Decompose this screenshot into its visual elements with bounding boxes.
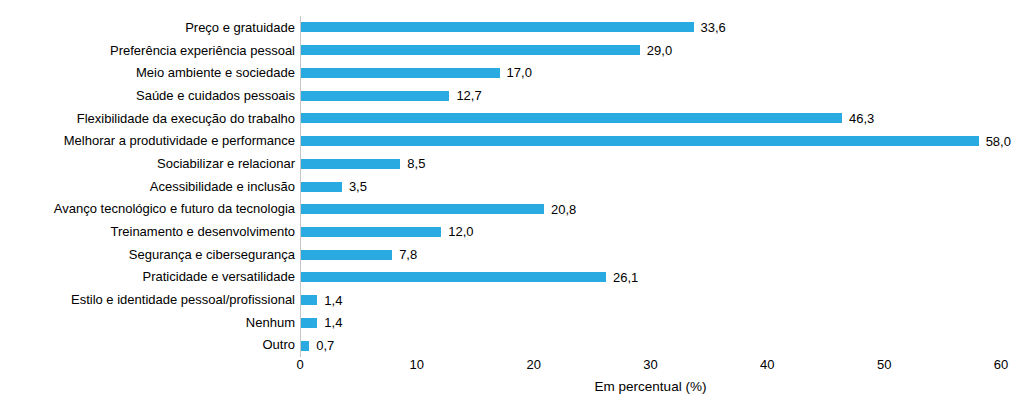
x-tick-label: 10 — [410, 358, 424, 371]
bar — [301, 91, 449, 101]
value-label: 3,5 — [349, 180, 367, 193]
category-label: Segurança e cibersegurança — [0, 243, 295, 266]
bar — [301, 318, 317, 328]
bar — [301, 295, 317, 305]
bar — [301, 22, 694, 32]
bar-row: 7,8 — [301, 243, 1002, 266]
bar-row: 58,0 — [301, 130, 1002, 153]
bar — [301, 272, 606, 282]
bar — [301, 136, 979, 146]
bar — [301, 341, 309, 351]
bar — [301, 68, 500, 78]
category-label: Meio ambiente e sociedade — [0, 61, 295, 84]
bar — [301, 250, 392, 260]
bar-row: 29,0 — [301, 39, 1002, 62]
bar-row: 1,4 — [301, 312, 1002, 335]
value-label: 12,0 — [448, 225, 473, 238]
category-label: Estilo e identidade pessoal/profissional — [0, 288, 295, 311]
bar-chart: Preço e gratuidadePreferência experiênci… — [0, 0, 1024, 420]
bar-row: 8,5 — [301, 152, 1002, 175]
category-label: Preferência experiência pessoal — [0, 39, 295, 62]
value-label: 20,8 — [551, 203, 576, 216]
bar — [301, 159, 400, 169]
value-label: 58,0 — [986, 135, 1011, 148]
bar — [301, 227, 441, 237]
category-label: Acessibilidade e inclusão — [0, 175, 295, 198]
bar-row: 20,8 — [301, 198, 1002, 221]
x-tick-label: 60 — [994, 358, 1008, 371]
value-label: 29,0 — [647, 44, 672, 57]
category-labels: Preço e gratuidadePreferência experiênci… — [0, 16, 295, 356]
bar-row: 33,6 — [301, 16, 1002, 39]
category-label: Avanço tecnológico e futuro da tecnologi… — [0, 197, 295, 220]
category-label: Flexibilidade da execução do trabalho — [0, 107, 295, 130]
value-label: 8,5 — [407, 157, 425, 170]
bar — [301, 182, 342, 192]
x-tick-label: 50 — [877, 358, 891, 371]
bar — [301, 204, 544, 214]
bar-row: 12,7 — [301, 84, 1002, 107]
category-label: Praticidade e versatilidade — [0, 265, 295, 288]
bar — [301, 45, 640, 55]
bar-row: 46,3 — [301, 107, 1002, 130]
plot-area: 33,6 29,0 17,0 12,7 46,3 58,0 8,5 3,5 20… — [300, 16, 1002, 357]
value-label: 0,7 — [316, 339, 334, 352]
bar-row: 26,1 — [301, 266, 1002, 289]
value-label: 26,1 — [613, 271, 638, 284]
x-axis-ticks: 0102030405060 — [300, 358, 1001, 374]
value-label: 7,8 — [399, 248, 417, 261]
bar-row: 17,0 — [301, 61, 1002, 84]
x-tick-label: 0 — [296, 358, 303, 371]
category-label: Treinamento e desenvolvimento — [0, 220, 295, 243]
value-label: 17,0 — [507, 66, 532, 79]
bar-row: 0,7 — [301, 334, 1002, 357]
x-tick-label: 40 — [760, 358, 774, 371]
category-label: Saúde e cuidados pessoais — [0, 84, 295, 107]
category-label: Nenhum — [0, 311, 295, 334]
value-label: 12,7 — [456, 89, 481, 102]
x-axis-title: Em percentual (%) — [300, 380, 1001, 394]
value-label: 33,6 — [701, 21, 726, 34]
x-tick-label: 30 — [643, 358, 657, 371]
x-tick-label: 20 — [526, 358, 540, 371]
bar-row: 1,4 — [301, 289, 1002, 312]
value-label: 1,4 — [324, 294, 342, 307]
bar-row: 12,0 — [301, 221, 1002, 244]
value-label: 1,4 — [324, 316, 342, 329]
bar-row: 3,5 — [301, 175, 1002, 198]
category-label: Sociabilizar e relacionar — [0, 152, 295, 175]
category-label: Outro — [0, 333, 295, 356]
category-label: Melhorar a produtividade e performance — [0, 129, 295, 152]
value-label: 46,3 — [849, 112, 874, 125]
bar — [301, 113, 842, 123]
category-label: Preço e gratuidade — [0, 16, 295, 39]
